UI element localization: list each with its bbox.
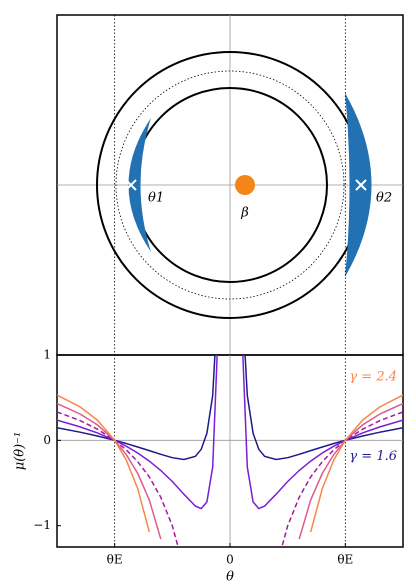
series-line xyxy=(57,355,403,510)
y-axis-label: μ(θ)⁻¹ xyxy=(13,432,28,471)
image-label: θ1 xyxy=(148,191,164,206)
y-tick-label: 0 xyxy=(43,433,51,447)
series-line xyxy=(57,411,403,547)
y-tick-label: −1 xyxy=(33,518,51,532)
x-tick-label: θE xyxy=(107,553,123,567)
x-tick-label: 0 xyxy=(226,553,234,567)
image-label: θ2 xyxy=(376,191,392,206)
image-position xyxy=(355,179,367,191)
x-axis-label: θ xyxy=(226,570,234,583)
series-label: γ = 1.6 xyxy=(349,449,397,464)
series-label: γ = 2.4 xyxy=(349,370,397,385)
source-label: β xyxy=(240,206,249,221)
plot-area xyxy=(57,355,403,547)
image-2 xyxy=(345,93,372,277)
image-position xyxy=(125,179,137,191)
source xyxy=(235,175,255,195)
einstein-ring xyxy=(115,70,345,300)
x-tick-label: θE xyxy=(337,553,353,567)
series-line xyxy=(57,355,403,461)
series-line xyxy=(57,402,403,540)
y-tick-label: 1 xyxy=(43,348,51,362)
image-1 xyxy=(128,118,151,252)
lens-plane: θ1 θ2 β xyxy=(56,14,404,356)
series-line xyxy=(57,394,403,533)
